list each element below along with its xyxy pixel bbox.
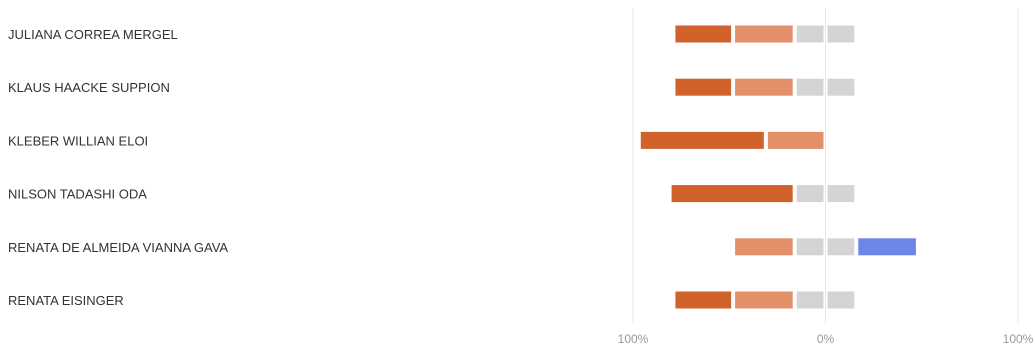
- bar-segment: [675, 78, 732, 96]
- row-label: JULIANA CORREA MERGEL: [8, 27, 178, 42]
- x-tick-label: 0%: [817, 332, 835, 346]
- row-label: KLEBER WILLIAN ELOI: [8, 133, 148, 148]
- bar-segment: [796, 238, 824, 256]
- bar-segment: [735, 25, 793, 43]
- row-label: NILSON TADASHI ODA: [8, 187, 147, 202]
- bar-segment: [796, 185, 824, 203]
- bar-segment: [735, 238, 793, 256]
- bar-segment: [675, 25, 732, 43]
- row-label: KLAUS HAACKE SUPPION: [8, 80, 170, 95]
- bar-segment: [671, 185, 793, 203]
- bar-segment: [827, 185, 855, 203]
- bar-segment: [767, 131, 824, 149]
- bar-segment: [827, 25, 855, 43]
- bar-segment: [827, 291, 855, 309]
- bar-segment: [640, 131, 764, 149]
- bar-segment: [675, 291, 732, 309]
- row-label: RENATA DE ALMEIDA VIANNA GAVA: [8, 240, 228, 255]
- bar-segment: [796, 78, 824, 96]
- bar-segment: [796, 291, 824, 309]
- bar-segment: [858, 238, 916, 256]
- bar-segment: [735, 78, 793, 96]
- x-tick-label: 100%: [618, 332, 649, 346]
- row-label: RENATA EISINGER: [8, 293, 124, 308]
- bar-segment: [827, 238, 855, 256]
- bar-segment: [827, 78, 855, 96]
- bar-segment: [796, 25, 824, 43]
- x-tick-label: 100%: [1003, 332, 1034, 346]
- bar-segment: [735, 291, 793, 309]
